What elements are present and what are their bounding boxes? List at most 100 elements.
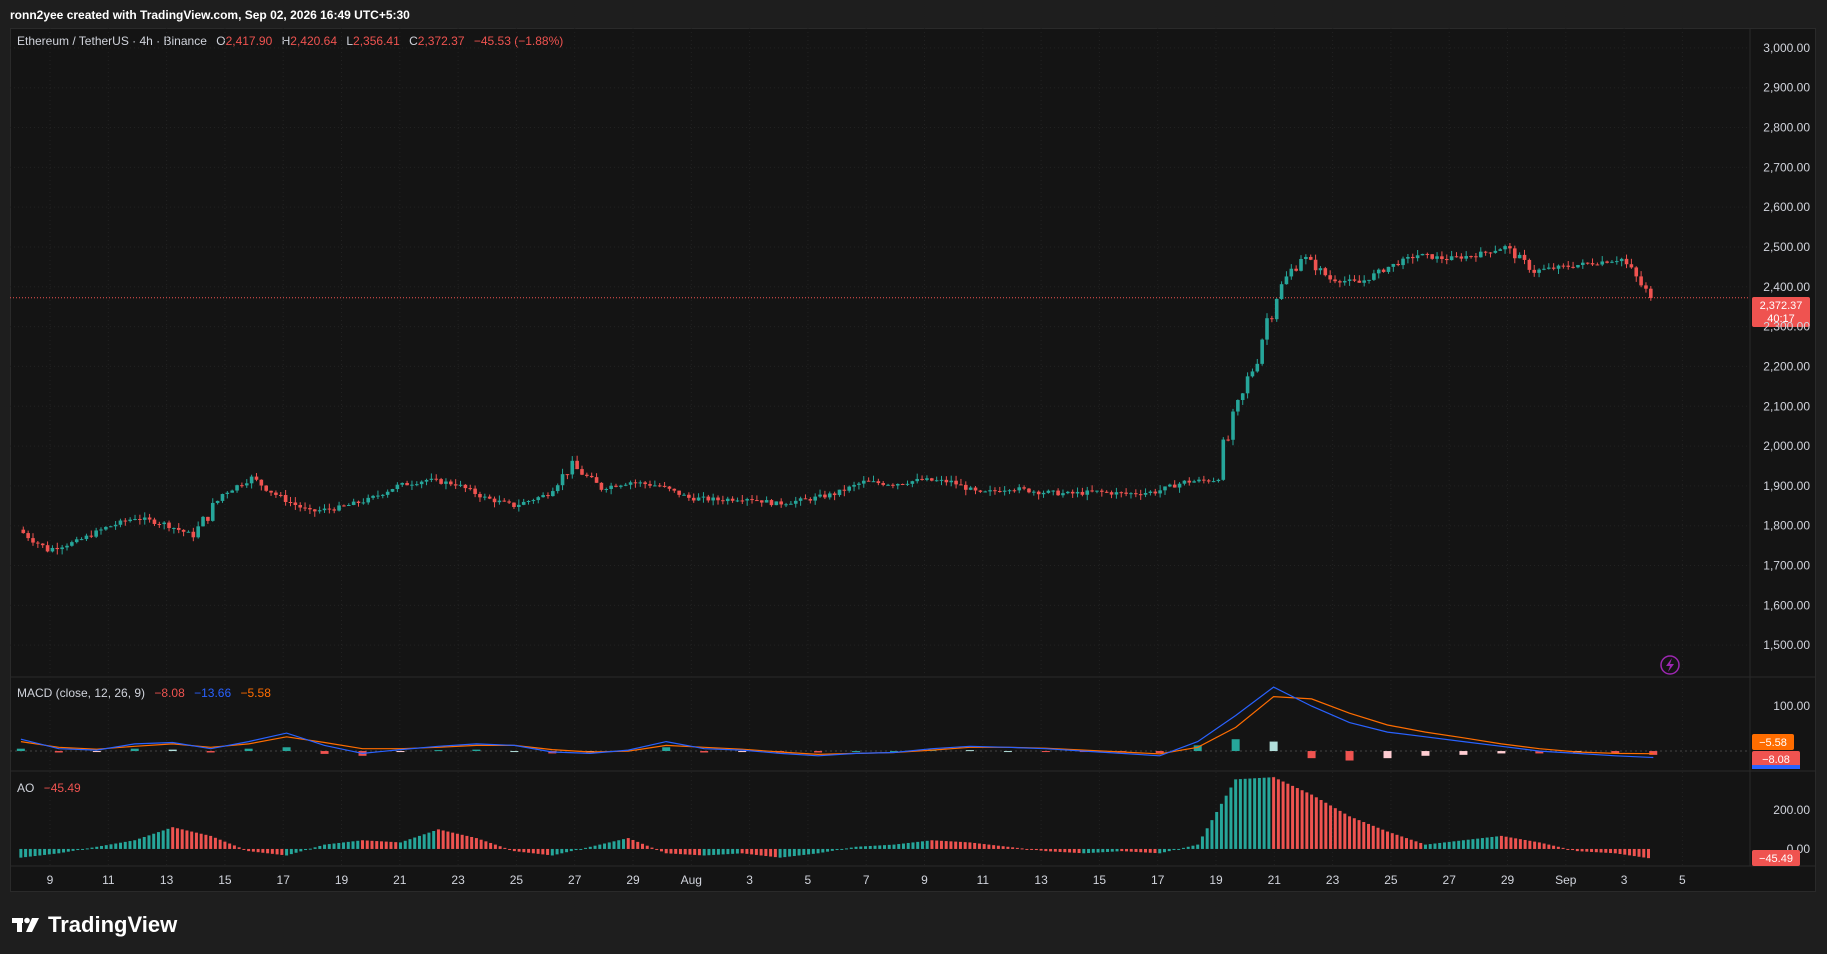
ao-bar bbox=[1215, 811, 1219, 849]
ao-bar bbox=[1604, 848, 1608, 853]
ao-bar bbox=[944, 841, 948, 849]
ao-bar bbox=[826, 848, 830, 852]
ao-bar bbox=[1376, 827, 1380, 849]
candle-body bbox=[730, 498, 735, 501]
candle-body bbox=[1236, 400, 1240, 412]
candle-body bbox=[623, 484, 628, 486]
macd-tick-label: 100.00 bbox=[1773, 699, 1810, 713]
tradingview-logo[interactable]: TradingView bbox=[12, 912, 177, 938]
candle-body bbox=[1362, 280, 1366, 283]
candle-body bbox=[133, 518, 137, 520]
candle-body bbox=[837, 489, 842, 496]
candle-body bbox=[988, 490, 992, 492]
macd-value-1: −8.08 bbox=[154, 686, 185, 700]
candle-body bbox=[419, 481, 424, 485]
ao-bar bbox=[792, 848, 796, 857]
candle-body bbox=[123, 520, 128, 522]
candle-body bbox=[784, 504, 788, 506]
ao-bar bbox=[868, 845, 872, 849]
time-tick-label: 7 bbox=[863, 873, 870, 887]
price-tick-label: 2,800.00 bbox=[1763, 121, 1810, 135]
candle-body bbox=[1396, 263, 1400, 266]
ao-bar bbox=[308, 848, 312, 850]
ao-bar bbox=[949, 841, 953, 849]
ao-bar bbox=[887, 844, 891, 849]
ao-bar bbox=[1300, 790, 1304, 849]
ao-bar bbox=[721, 848, 725, 855]
ao-bar bbox=[693, 848, 697, 855]
candle-body bbox=[1036, 491, 1041, 495]
ao-bar bbox=[892, 844, 896, 849]
ao-bar bbox=[1594, 848, 1598, 853]
candle-body bbox=[1056, 490, 1060, 496]
time-tick-label: 3 bbox=[746, 873, 753, 887]
ao-bar bbox=[1552, 845, 1556, 849]
ao-bar bbox=[745, 848, 749, 854]
ao-bar bbox=[33, 848, 37, 857]
lightning-icon[interactable] bbox=[1660, 655, 1680, 675]
candle-body bbox=[667, 486, 672, 489]
ao-bar bbox=[1262, 777, 1266, 849]
candle-body bbox=[1323, 268, 1328, 276]
candle-body bbox=[662, 485, 667, 487]
ao-bar bbox=[251, 848, 255, 852]
candle-body bbox=[1527, 259, 1532, 270]
ao-bar bbox=[1191, 845, 1195, 849]
candle-body bbox=[934, 480, 939, 482]
macd-histogram-bar bbox=[852, 751, 861, 753]
ao-bar bbox=[996, 845, 1000, 849]
ao-bar bbox=[1623, 848, 1627, 855]
candle-body bbox=[1095, 490, 1099, 492]
macd-histogram-bar bbox=[1307, 751, 1316, 759]
macd-histogram-bar bbox=[320, 751, 329, 754]
candle-body bbox=[1566, 265, 1571, 267]
ao-bar bbox=[1495, 836, 1499, 849]
high-value: 2,420.64 bbox=[290, 34, 337, 48]
ao-bar bbox=[1457, 840, 1461, 849]
ao-bar bbox=[773, 848, 777, 858]
candle-body bbox=[905, 483, 910, 485]
ao-bar bbox=[574, 848, 578, 851]
candle-body bbox=[1488, 252, 1493, 254]
candle-body bbox=[1012, 490, 1017, 492]
ao-bar bbox=[156, 832, 160, 849]
candle-body bbox=[1585, 262, 1590, 264]
candle-body bbox=[954, 480, 958, 485]
macd-signal-badge-value: −5.58 bbox=[1759, 737, 1787, 749]
candle-body bbox=[1134, 493, 1138, 495]
ao-bar bbox=[731, 848, 735, 854]
macd-value-2: −13.66 bbox=[194, 686, 231, 700]
candle-body bbox=[507, 501, 511, 503]
ao-bar bbox=[1471, 839, 1475, 849]
candle-body bbox=[1187, 480, 1192, 483]
candle-body bbox=[36, 542, 40, 544]
candle-body bbox=[536, 497, 541, 501]
price-axis[interactable]: 3,000.00 2,900.00 2,800.00 2,700.00 2,600.00… bbox=[1763, 41, 1810, 652]
candle-body bbox=[1615, 261, 1619, 263]
candle-body bbox=[891, 484, 895, 486]
time-tick-label: 3 bbox=[1621, 873, 1628, 887]
candle-body bbox=[1376, 269, 1381, 274]
candle-body bbox=[1483, 251, 1488, 253]
candle-body bbox=[1299, 258, 1303, 271]
candle-body bbox=[1104, 491, 1109, 493]
ao-bar bbox=[285, 848, 289, 856]
ao-bar bbox=[697, 848, 701, 856]
candle-body bbox=[468, 488, 473, 490]
candle-body bbox=[823, 494, 827, 498]
ao-bar bbox=[1257, 777, 1261, 849]
candle-body bbox=[900, 483, 905, 485]
time-axis[interactable]: 9 11 13 15 17 19 21 23 25 27 29 Aug 3 5 7 9 11 13 15 17 19 21… bbox=[47, 873, 1686, 887]
price-tick-label: 2,100.00 bbox=[1763, 399, 1810, 413]
ao-bar bbox=[209, 835, 213, 849]
time-tick-label: 5 bbox=[1679, 873, 1686, 887]
candle-body bbox=[89, 535, 94, 537]
candle-body bbox=[526, 500, 531, 502]
ao-bar bbox=[607, 842, 611, 849]
ao-bar bbox=[674, 848, 678, 854]
ao-bar bbox=[1177, 848, 1181, 850]
candle-body bbox=[1090, 490, 1094, 492]
ao-bar bbox=[1537, 842, 1541, 849]
ao-bar bbox=[422, 834, 426, 849]
